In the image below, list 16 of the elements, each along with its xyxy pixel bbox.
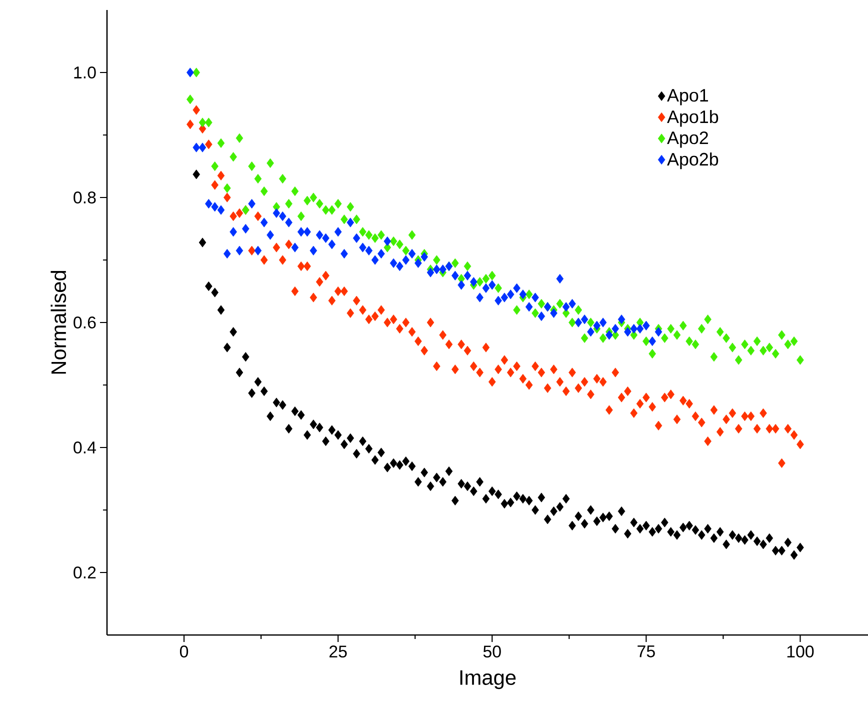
x-axis-title: Image (460, 670, 516, 690)
x-tick-label: 50 (483, 646, 501, 658)
x-tick-label: 75 (638, 646, 655, 658)
y-tick-label: 0.2 (74, 566, 96, 578)
x-tick-label: 0 (180, 646, 188, 658)
x-tick-label: 100 (787, 646, 814, 658)
y-tick-label: 1.0 (74, 66, 96, 78)
legend-label: Apo1 (667, 89, 708, 106)
x-tick-label: 25 (330, 646, 347, 658)
y-tick-label: 0.8 (74, 191, 96, 204)
legend-label: Apo2 (667, 131, 708, 148)
y-tick-label: 0.6 (74, 316, 96, 328)
y-axis-title: Normalised (50, 270, 66, 374)
legend-label: Apo1b (667, 110, 718, 127)
y-tick-label: 0.4 (74, 442, 96, 454)
legend-label: Apo2b (667, 152, 718, 170)
